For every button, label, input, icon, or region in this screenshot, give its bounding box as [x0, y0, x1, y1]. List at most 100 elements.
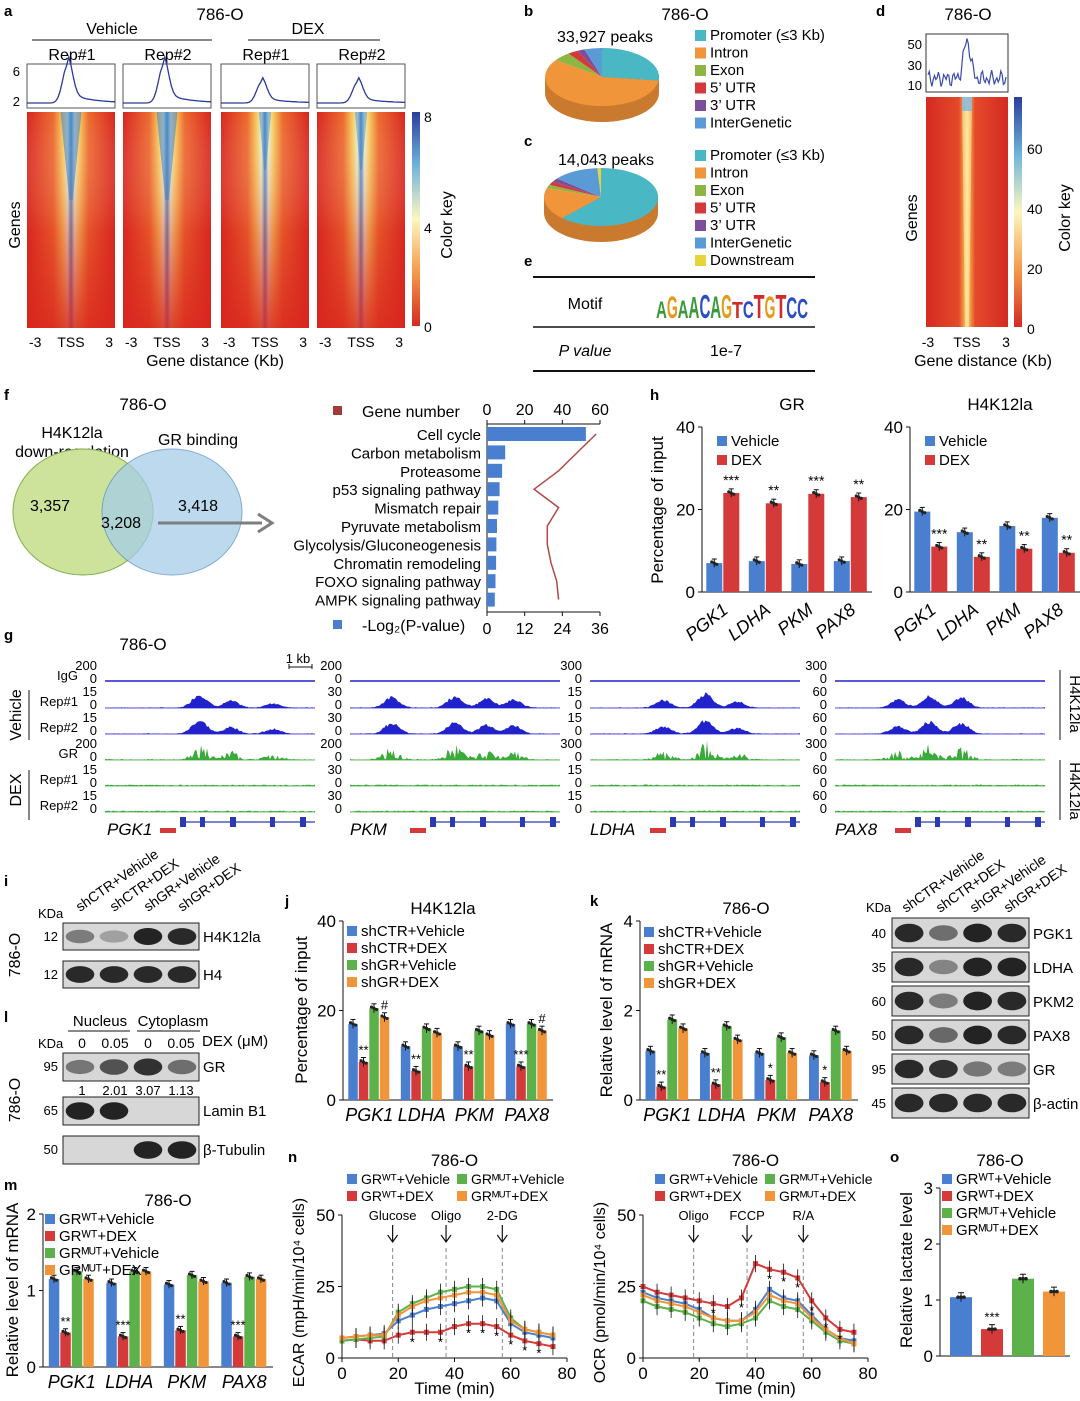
data-point — [84, 1276, 88, 1280]
track-scale-max: 15 — [568, 788, 582, 803]
significance-mark: ** — [175, 1311, 185, 1326]
data-point — [825, 1081, 829, 1085]
band — [929, 1027, 958, 1043]
legend-swatch — [695, 150, 706, 161]
bar — [186, 1275, 198, 1367]
data-point — [727, 1025, 731, 1029]
chip-amplicon — [650, 828, 666, 833]
bar — [163, 1284, 175, 1367]
data-point — [66, 1332, 70, 1336]
bar — [1012, 1278, 1034, 1356]
y-tick-label: 20 — [884, 501, 903, 520]
panel-label-j: j — [284, 893, 289, 910]
kda-value: 95 — [44, 1059, 58, 1074]
track-scale-max: 200 — [75, 658, 97, 673]
legend-item: 3’ UTR — [710, 97, 756, 114]
legend-swatch — [695, 255, 706, 266]
legend-swatch — [644, 927, 654, 937]
data-point — [1005, 524, 1009, 528]
significance-mark: *** — [808, 473, 825, 489]
legend-swatch — [347, 960, 357, 970]
bar — [432, 1032, 442, 1100]
panel-m: 786-O Relative level of mRNA 2 1 0 PGK1 LDHA PK… — [3, 1191, 273, 1392]
data-point — [960, 529, 964, 533]
kegg-bar — [487, 482, 500, 497]
data-point — [1025, 548, 1029, 552]
data-point — [369, 1005, 374, 1009]
legend-item: shCTR+DEX — [658, 941, 744, 958]
track-scale-zero: 0 — [575, 801, 582, 816]
y-tick-label: 3 — [924, 1179, 933, 1198]
legend-item: GRᴹᵁᵀ+Vehicle — [956, 1205, 1056, 1222]
tick-minus3: -3 — [29, 334, 42, 350]
data-point — [374, 1007, 379, 1012]
track-signal — [835, 720, 1045, 734]
data-point — [453, 1043, 458, 1047]
significance-mark: * — [837, 1331, 842, 1346]
band — [963, 991, 992, 1011]
blot-label: β-actin — [1033, 1096, 1078, 1113]
kegg-pathway-label: Glycolysis/Gluconeogenesis — [293, 537, 481, 554]
panel-k-ylabel: Relative level of mRNA — [597, 922, 616, 1097]
panel-c: 14,043 peaks Promoter (≤3 Kb)IntronExon5… — [544, 147, 825, 269]
bar — [117, 1336, 129, 1367]
legend-swatch — [695, 185, 706, 196]
track-scale-zero: 0 — [575, 723, 582, 738]
tick-minus3: -3 — [223, 334, 236, 350]
pie-slice — [549, 181, 601, 197]
track-scale-max: 300 — [560, 736, 582, 751]
band — [133, 1141, 163, 1159]
kegg-pathway-label: AMPK signaling pathway — [315, 593, 481, 610]
gene-exon — [935, 817, 940, 827]
data-point — [348, 1021, 353, 1025]
gene-exon — [520, 817, 525, 827]
bar — [914, 511, 931, 592]
band — [99, 930, 129, 943]
pie-slice — [597, 168, 601, 197]
gene-exon — [760, 817, 765, 827]
pie-slice — [544, 188, 601, 219]
data-point — [847, 1050, 851, 1054]
panel-n-title: 786-O — [431, 1151, 478, 1170]
panel-label-e: e — [524, 253, 532, 270]
panel-n-xlabel: Time (min) — [414, 1379, 495, 1398]
panel-o: 786-O Relative lactate level 3 2 1 0 *** GRᵂᵀ+V… — [897, 1151, 1070, 1366]
panel-a-title: 786-O — [196, 5, 243, 24]
panel-i-kda: KDa — [38, 906, 64, 921]
data-point — [107, 1280, 111, 1284]
panel-f-right-set: GR binding — [158, 432, 238, 449]
panel-j-ylabel: Percentage of input — [292, 936, 311, 1084]
bar — [400, 1046, 411, 1100]
kegg-bar — [487, 574, 496, 589]
track-scale-max: 15 — [83, 684, 97, 699]
blot-label: H4K12la — [203, 929, 261, 946]
legend-swatch — [45, 1231, 55, 1241]
track-signal — [105, 695, 315, 708]
legend-item: InterGenetic — [710, 115, 792, 132]
bar — [1016, 548, 1033, 592]
panel-label-c: c — [524, 133, 532, 150]
data-point — [729, 491, 733, 495]
data-point — [432, 1030, 437, 1034]
legend-item: GRᴹᵁᵀ+Vehicle — [471, 1171, 565, 1187]
significance-mark: * — [410, 1334, 415, 1349]
bar — [956, 532, 973, 592]
data-point — [382, 1015, 387, 1019]
panel-a-profile-tick-6: 6 — [13, 64, 20, 79]
blot-label: PKM2 — [1033, 994, 1074, 1011]
gene-name: PGK1 — [107, 820, 152, 839]
band — [894, 1059, 924, 1079]
data-point — [716, 1083, 720, 1088]
data-point — [809, 1052, 814, 1056]
heatmap-core — [156, 112, 178, 200]
heatmap-core — [258, 112, 272, 170]
significance-mark: * — [767, 1271, 772, 1286]
blot-label: PGK1 — [1033, 926, 1073, 943]
band — [65, 1102, 95, 1120]
y-tick-label: 40 — [884, 418, 903, 437]
band — [963, 1061, 992, 1077]
venn-overlap: 3,208 — [101, 515, 141, 532]
significance-mark: # — [381, 998, 389, 1013]
band — [997, 991, 1027, 1011]
blot-label: Lamin B1 — [203, 1103, 266, 1120]
